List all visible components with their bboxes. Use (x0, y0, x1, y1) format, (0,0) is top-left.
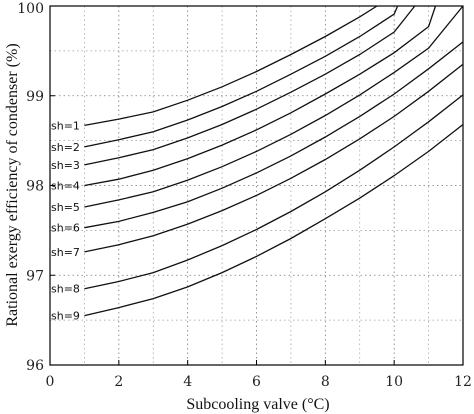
series-label: sh=3 (51, 159, 80, 172)
series-label: sh=6 (51, 222, 80, 235)
y-tick-label: 96 (26, 358, 44, 374)
y-tick-labels: 96 97 98 99 100 (17, 1, 55, 374)
series-label: sh=8 (51, 283, 80, 296)
x-tick-label: 12 (454, 374, 472, 390)
x-tick-label: 0 (46, 374, 55, 390)
y-tick-label: 99 (26, 89, 44, 105)
y-tick-label: 97 (26, 268, 44, 284)
series-line (84, 5, 378, 127)
x-axis-title: Subcooling valve (°C) (186, 396, 329, 413)
y-axis-title: Rational exergy efficiency of condenser … (4, 43, 21, 326)
x-tick-label: 8 (321, 374, 330, 390)
series-labels: sh=1 sh=2 sh=3 sh=4 sh=5 sh=6 sh=7 sh=8 sh=9 (51, 119, 80, 322)
series-label: sh=4 (51, 180, 80, 193)
series-line (84, 94, 464, 290)
series-label: sh=7 (51, 246, 80, 259)
series-label: sh=9 (51, 310, 80, 323)
series-label: sh=1 (51, 119, 80, 132)
x-tick-label: 10 (385, 374, 403, 390)
series-line (84, 5, 464, 208)
series-line (84, 41, 464, 229)
x-tick-label: 2 (114, 374, 123, 390)
series-line (84, 5, 416, 166)
y-tick-label: 100 (17, 1, 44, 17)
series-line (84, 5, 399, 148)
series-line (84, 123, 464, 317)
x-tick-label: 4 (183, 374, 192, 390)
series-line (84, 5, 437, 187)
x-tick-label: 6 (252, 374, 261, 390)
series-label: sh=5 (51, 201, 80, 214)
series-lines (84, 5, 464, 317)
series-label: sh=2 (51, 141, 80, 154)
y-tick-label: 98 (26, 179, 44, 195)
series-line (84, 63, 464, 253)
x-tick-labels: 0 2 4 6 8 10 12 (46, 360, 472, 390)
grid (50, 6, 463, 365)
